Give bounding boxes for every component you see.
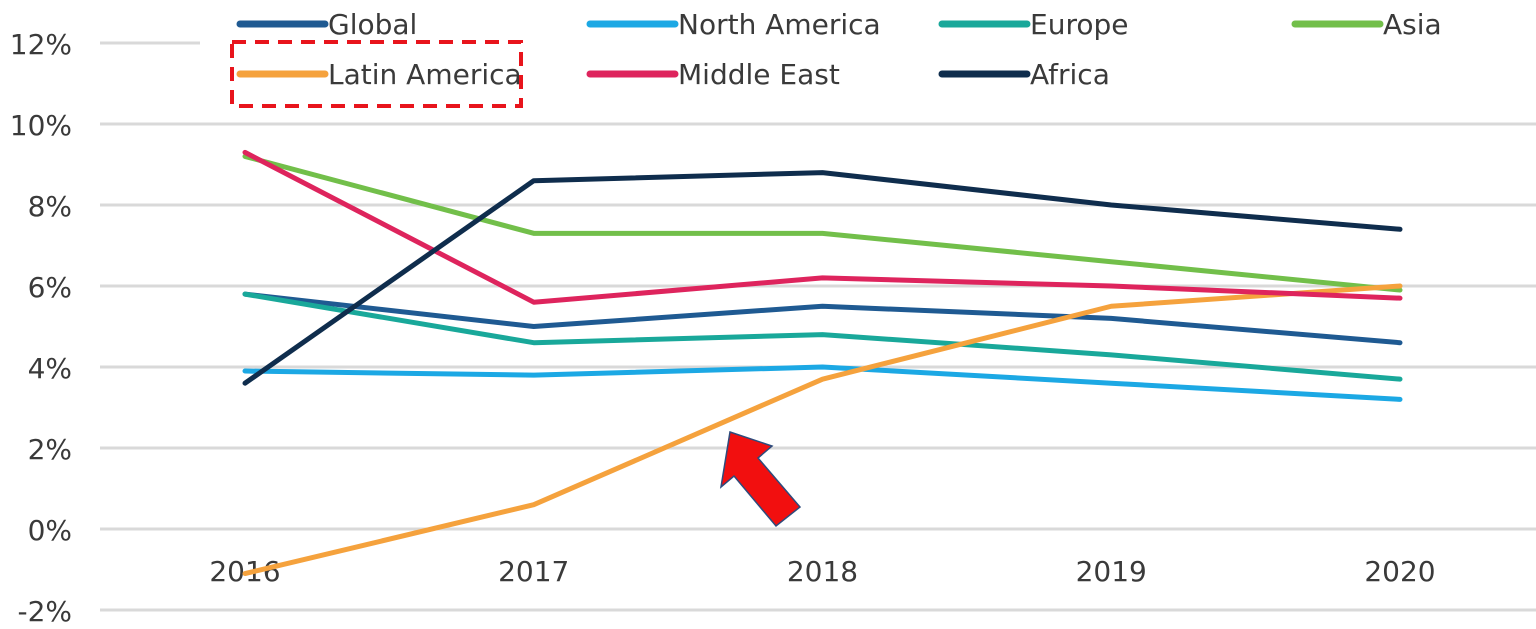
x-tick-label: 2019 <box>1076 555 1147 588</box>
x-tick-label: 2017 <box>498 555 569 588</box>
y-tick-label: 2% <box>28 433 72 466</box>
y-tick-label: 10% <box>10 109 72 142</box>
legend-label: Asia <box>1383 8 1442 41</box>
legend-label: Middle East <box>678 58 840 91</box>
y-tick-label: 0% <box>28 514 72 547</box>
legend-label: Latin America <box>328 58 522 91</box>
legend-label: Africa <box>1030 58 1110 91</box>
y-tick-label: -2% <box>17 595 72 628</box>
y-tick-label: 4% <box>28 352 72 385</box>
series-line <box>242 283 1403 577</box>
legend-background <box>200 0 1536 100</box>
y-tick-label: 6% <box>28 271 72 304</box>
series-line <box>242 170 1403 386</box>
series-line <box>242 291 1403 382</box>
grid: -2%0%2%4%6%8%10%12%2016 2017 2018 2019 2020 <box>10 28 1536 628</box>
series-line <box>242 153 1403 293</box>
highlight-arrow <box>719 431 802 528</box>
x-tick-label: 2018 <box>787 555 858 588</box>
legend-label: Global <box>328 8 417 41</box>
plot <box>242 149 1403 577</box>
x-tick-label: 2020 <box>1364 555 1435 588</box>
legend-label: Europe <box>1030 8 1128 41</box>
y-tick-label: 12% <box>10 28 72 61</box>
y-tick-label: 8% <box>28 190 72 223</box>
legend: Global North America Europe Asia Latin Ameri… <box>236 8 1442 91</box>
series-line <box>242 149 1403 305</box>
series-line <box>242 364 1403 402</box>
legend-label: North America <box>678 8 881 41</box>
highlight-box <box>230 40 523 108</box>
series-line <box>242 291 1403 346</box>
